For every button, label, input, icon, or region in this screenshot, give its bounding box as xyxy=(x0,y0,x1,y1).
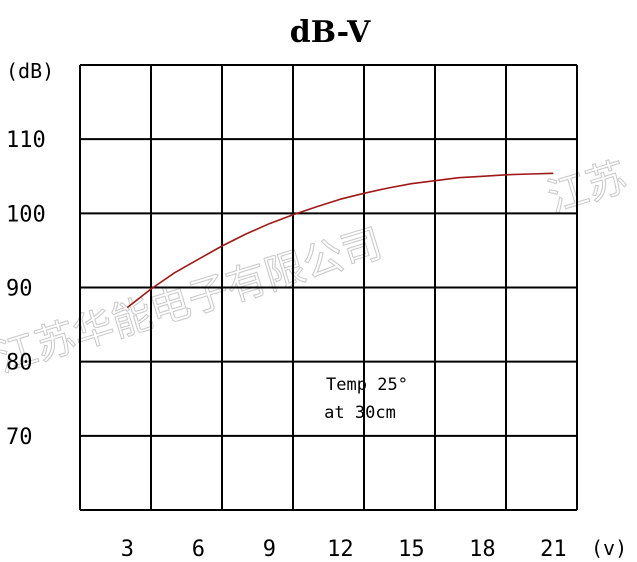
y-tick-label: 80 xyxy=(6,351,33,376)
x-tick-label: 3 xyxy=(121,537,134,562)
annotation-distance: at 30cm xyxy=(324,403,396,423)
watermark-text: 江苏华能电子有限公司 xyxy=(0,221,387,382)
annotation-temp: Temp 25° xyxy=(326,375,408,395)
watermark: 江苏华能电子有限公司 江苏 xyxy=(0,154,633,382)
x-tick-label: 18 xyxy=(469,537,496,562)
x-tick-label: 9 xyxy=(263,537,276,562)
y-tick-label: 100 xyxy=(6,202,46,227)
y-tick-label: 110 xyxy=(6,128,46,153)
grid xyxy=(79,64,578,511)
y-tick-labels: 70 80 90 100 110 xyxy=(6,128,46,450)
series-line xyxy=(126,172,554,309)
x-tick-labels: 3 6 9 12 15 18 21 xyxy=(121,537,567,562)
x-tick-label: 12 xyxy=(327,537,354,562)
watermark-text-right: 江苏 xyxy=(542,154,632,221)
series-layer xyxy=(126,172,554,309)
y-tick-label: 70 xyxy=(6,425,33,450)
x-tick-label: 6 xyxy=(192,537,205,562)
chart-title: dB-V xyxy=(290,15,371,50)
y-axis-unit: (dB) xyxy=(6,59,54,83)
x-tick-label: 15 xyxy=(398,537,425,562)
y-tick-label: 90 xyxy=(6,277,33,302)
x-tick-label: 21 xyxy=(540,537,567,562)
x-axis-unit: (v) xyxy=(591,536,627,560)
